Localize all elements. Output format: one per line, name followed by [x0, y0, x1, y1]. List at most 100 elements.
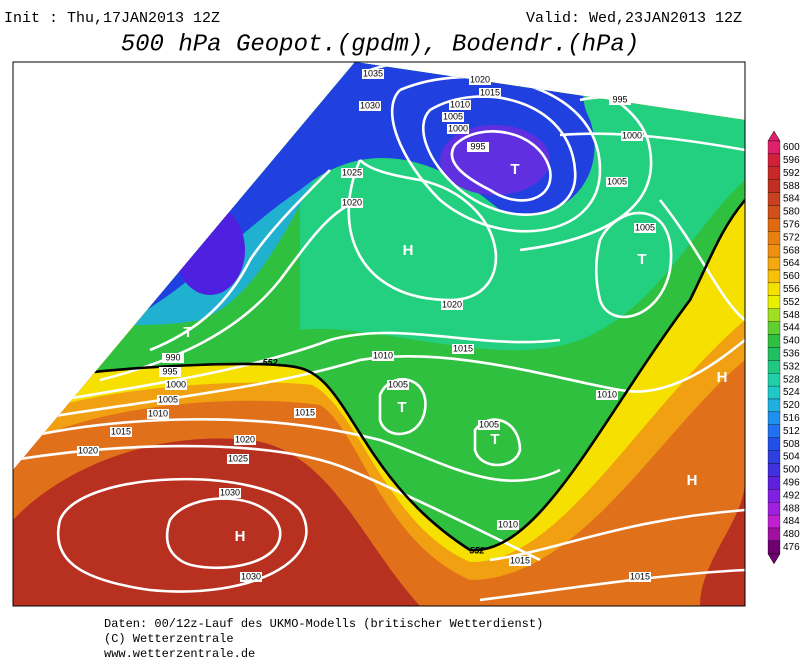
- pressure-center: H: [403, 242, 414, 259]
- isobar-label: 995: [162, 366, 177, 376]
- isobar-label-bg: [341, 168, 363, 178]
- isobar-label: 1015: [480, 87, 500, 97]
- isobar-label-bg: [478, 420, 500, 430]
- isobar-label: 1025: [228, 453, 248, 463]
- colorbar-swatch: [767, 527, 781, 542]
- isobar-label: 1015: [630, 571, 650, 581]
- colorbar-swatch: [767, 540, 781, 554]
- isobar-label: 1015: [510, 555, 530, 565]
- colorbar-swatch: [767, 360, 781, 374]
- isobar-label: 1005: [635, 222, 655, 232]
- isobar-label: 1010: [373, 350, 393, 360]
- colorbar-label: 496: [783, 477, 800, 488]
- colorbar-label: 560: [783, 271, 800, 282]
- colorbar-label: 524: [783, 387, 800, 398]
- isobar-label-bg: [442, 112, 464, 122]
- colorbar-label: 544: [783, 323, 800, 334]
- colorbar-label: 528: [783, 374, 800, 385]
- isobar-label-bg: [227, 454, 249, 464]
- colorbar-swatch: [767, 192, 781, 206]
- pressure-center: H: [235, 528, 246, 545]
- isobar-label: 1020: [235, 434, 255, 444]
- isobar-label-bg: [479, 88, 501, 98]
- colorbar-end: [767, 130, 781, 142]
- colorbar-swatch: [767, 282, 781, 296]
- colorbar-label: 512: [783, 426, 800, 437]
- isobar-label-bg: [387, 380, 409, 390]
- colorbar-swatch: [767, 321, 781, 335]
- colorbar-swatch: [767, 373, 781, 387]
- isobar-label-bg: [147, 409, 169, 419]
- pressure-center: T: [183, 324, 192, 341]
- isobar-label-bg: [159, 367, 181, 377]
- colorbar-swatch: [767, 256, 781, 271]
- colorbar-label: 476: [783, 542, 800, 553]
- colorbar-label: 584: [783, 194, 800, 205]
- pressure-center: H: [687, 472, 698, 489]
- isobar-label: 1005: [479, 419, 499, 429]
- isobar-label-bg: [110, 427, 132, 437]
- colorbar-swatch: [767, 166, 781, 180]
- isobar-label: 1010: [597, 389, 617, 399]
- isobar-label-bg: [606, 177, 628, 187]
- isobar-label-bg: [452, 344, 474, 354]
- colorbar-label: 492: [783, 490, 800, 501]
- isobar-label: 990: [165, 352, 180, 362]
- isobar-label-bg: [77, 446, 99, 456]
- init-time: Init : Thu,17JAN2013 12Z: [4, 10, 220, 27]
- colorbar-swatch: [767, 502, 781, 516]
- colorbar-label: 536: [783, 348, 800, 359]
- colorbar-label: 480: [783, 529, 800, 540]
- colorbar-label: 596: [783, 155, 800, 166]
- isobar-label-bg: [509, 556, 531, 566]
- footer-line: Daten: 00/12z-Lauf des UKMO-Modells (bri…: [104, 617, 543, 631]
- colorbar-swatch: [767, 489, 781, 503]
- colorbar-swatch: [767, 424, 781, 438]
- isobar-label: 1000: [622, 130, 642, 140]
- isobar-label: 1005: [443, 111, 463, 121]
- isobar-label-bg: [359, 101, 381, 111]
- isobar-label-bg: [162, 353, 184, 363]
- colorbar-swatch: [767, 205, 781, 219]
- isobar-label-bg: [634, 223, 656, 233]
- isobar-label-bg: [165, 380, 187, 390]
- isobar-label-bg: [449, 100, 471, 110]
- isobar-label-bg: [441, 300, 463, 310]
- isobar-label: 1000: [166, 379, 186, 389]
- isobar-label: 1005: [158, 394, 178, 404]
- colorbar-swatch: [767, 295, 781, 309]
- height-label: 552: [469, 545, 484, 555]
- isobar-label: 1030: [220, 487, 240, 497]
- isohypse-552: [64, 199, 745, 552]
- footer-line: (C) Wetterzentrale: [104, 632, 234, 646]
- colorbar-label: 592: [783, 168, 800, 179]
- isobar-label-bg: [157, 395, 179, 405]
- colorbar-label: 500: [783, 465, 800, 476]
- colorbar-swatch: [767, 153, 781, 167]
- colorbar-swatch: [767, 398, 781, 413]
- zone-purple: [175, 205, 245, 295]
- colorbar-label: 532: [783, 361, 800, 372]
- colorbar-end: [767, 553, 781, 565]
- colorbar-label: 564: [783, 258, 800, 269]
- isobar-label: 1010: [450, 99, 470, 109]
- colorbar-swatch: [767, 437, 781, 451]
- colorbar-swatch: [767, 308, 781, 322]
- zone-purple: [440, 125, 550, 195]
- colorbar-label: 516: [783, 413, 800, 424]
- isobar-label-bg: [234, 435, 256, 445]
- colorbar-label: 552: [783, 297, 800, 308]
- isobar-label: 1020: [470, 74, 490, 84]
- isobar-label-bg: [596, 390, 618, 400]
- isobar-label-bg: [447, 124, 469, 134]
- colorbar-swatch: [767, 347, 781, 361]
- isobar-label-bg: [240, 572, 262, 582]
- isobar-label: 1015: [295, 407, 315, 417]
- isobar-label: 1015: [111, 426, 131, 436]
- isobar-label: 1000: [448, 123, 468, 133]
- isobar-label-bg: [469, 75, 491, 85]
- colorbar-swatch: [767, 385, 781, 400]
- colorbar-swatch: [767, 411, 781, 425]
- colorbar-label: 572: [783, 232, 800, 243]
